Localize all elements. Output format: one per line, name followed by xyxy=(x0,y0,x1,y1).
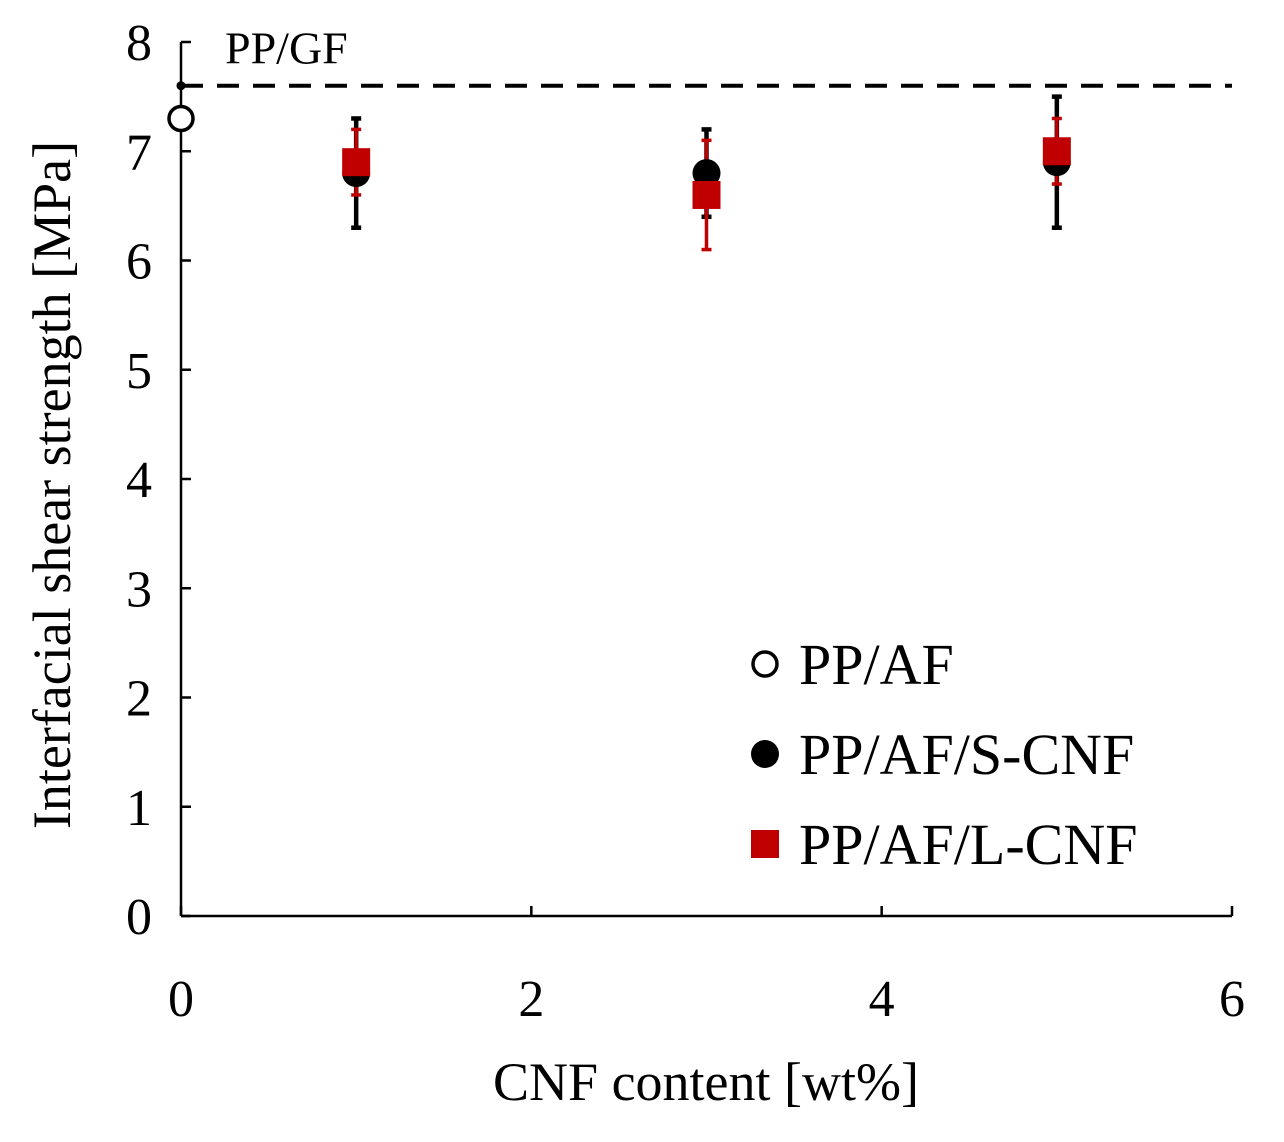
y-tick-label-3: 3 xyxy=(126,561,152,618)
legend-label-1: PP/AF/S-CNF xyxy=(799,722,1134,787)
legend-label-2: PP/AF/L-CNF xyxy=(799,812,1137,877)
legend-marker-1 xyxy=(751,740,779,768)
data-point-0-0 xyxy=(167,104,195,133)
legend-label-0: PP/AF xyxy=(799,632,954,697)
x-tick-label-0: 0 xyxy=(168,971,194,1028)
y-tick-label-7: 7 xyxy=(126,124,152,181)
y-tick-label-8: 8 xyxy=(126,15,152,72)
data-point-1-1 xyxy=(692,159,721,188)
x-axis-title: CNF content [wt%] xyxy=(493,1052,919,1112)
data-point-2-1 xyxy=(692,180,721,209)
reference-line-label: PP/GF xyxy=(225,23,348,74)
data-point-2-2 xyxy=(1042,137,1071,166)
y-tick-label-2: 2 xyxy=(126,671,152,728)
y-tick-label-6: 6 xyxy=(126,234,152,291)
x-tick-label-2: 2 xyxy=(518,971,544,1028)
y-tick-label-1: 1 xyxy=(126,780,152,837)
legend: PP/AF PP/AF/S-CNF PP/AF/L-CNF xyxy=(751,632,1137,877)
reference-line-layer: PP/GF xyxy=(176,23,1232,91)
ticks-layer: 0 1 2 3 4 5 6 7 8 0 2 4 6 xyxy=(126,15,1245,1028)
data-point-2-0 xyxy=(342,148,371,177)
y-tick-label-5: 5 xyxy=(126,343,152,400)
x-tick-label-4: 4 xyxy=(869,971,895,1028)
y-tick-label-4: 4 xyxy=(126,452,152,509)
legend-marker-2 xyxy=(751,830,779,858)
reference-line-dot xyxy=(176,81,186,91)
y-axis-title: Interfacial shear strength [MPa] xyxy=(22,141,82,829)
x-tick-label-6: 6 xyxy=(1219,971,1245,1028)
markers-layer xyxy=(167,104,1071,209)
y-tick-label-0: 0 xyxy=(126,889,152,946)
legend-marker-0 xyxy=(751,650,779,678)
